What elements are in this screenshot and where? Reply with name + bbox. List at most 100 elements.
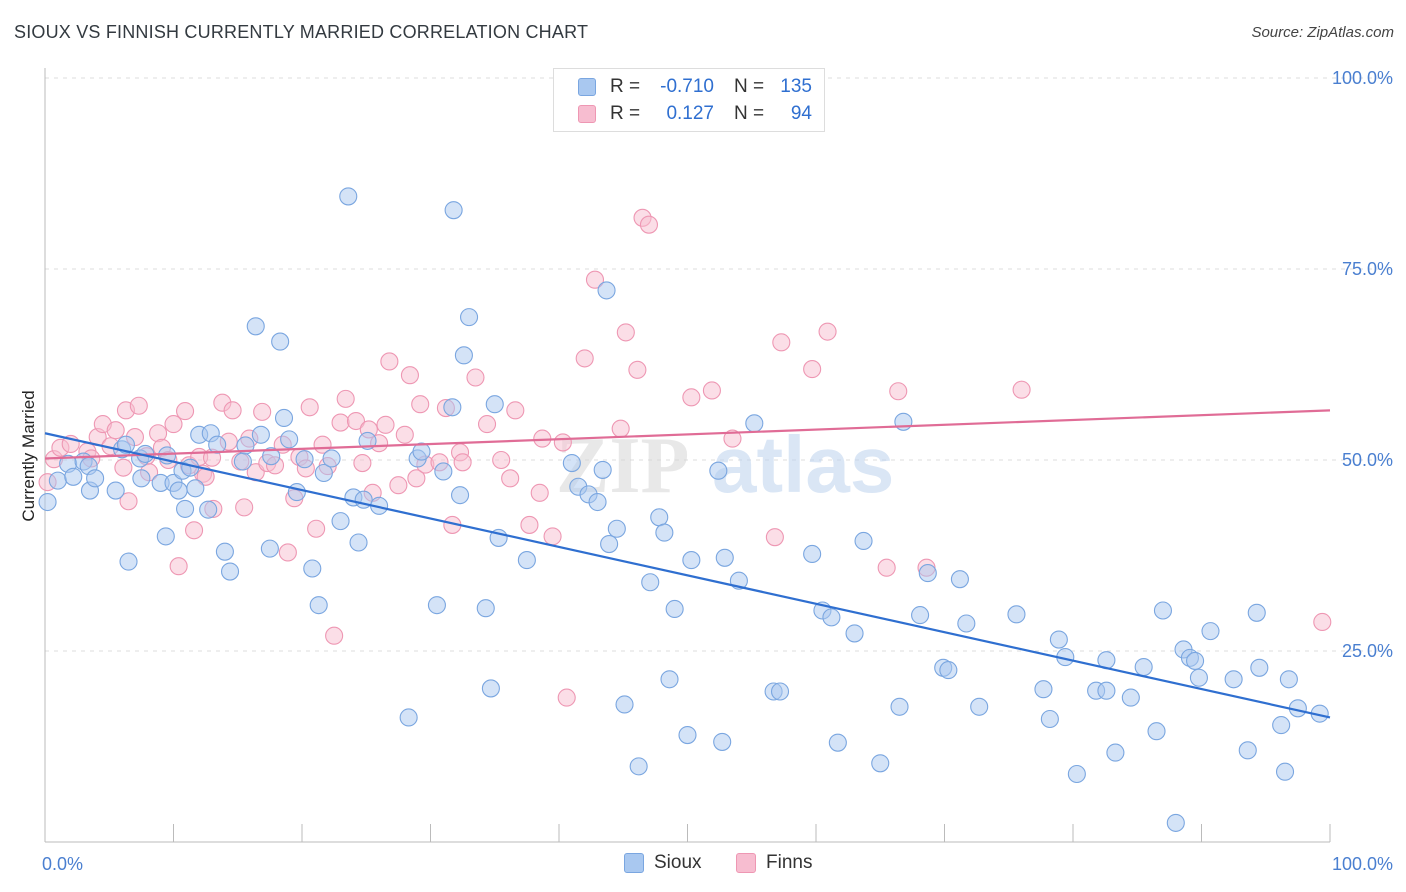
tick-labels: 25.0% 50.0% 75.0% 100.0% 0.0% 100.0% [42,68,1393,874]
finns-point [376,415,395,434]
sioux-point [845,624,864,643]
sioux-point [1224,670,1243,689]
sioux-point [349,533,368,552]
finns-swatch [578,105,596,123]
sioux-point [119,552,138,571]
sioux-point [314,463,333,483]
finns-point [466,368,485,387]
grid-lines [45,77,1392,652]
y-axis-label: Currently Married [19,390,38,521]
sioux-point [459,308,479,327]
finns-point [1313,612,1332,632]
finns-point [616,323,635,342]
sioux-point [399,708,418,727]
sioux-point [1106,743,1125,762]
finns-trend-line [44,409,1331,460]
sioux-point [1007,605,1026,624]
sioux-point [607,519,626,538]
sioux-point [303,559,322,578]
x-tick-label: 0.0% [42,854,83,874]
sioux-point [246,317,265,336]
finns-point [223,401,242,420]
n-value: 94 [790,103,812,124]
finns-point [176,402,195,421]
finns-point [185,521,204,540]
sioux-point [271,332,290,351]
finns-point [407,469,426,488]
y-tick-label: 75.0% [1342,259,1393,279]
sioux-point [682,551,701,570]
finns-point [765,528,784,547]
sioux-point [412,442,431,461]
sioux-point [485,395,504,414]
sioux-point [1238,741,1257,760]
legend-label-sioux: Sioux [654,852,702,873]
finns-point [492,450,511,470]
watermark-atlas: atlas [712,420,894,509]
sioux-point [597,281,616,300]
sioux-point [215,542,234,561]
finns-point [325,626,344,645]
sioux-point [1275,762,1295,781]
correlation-legend: R = -0.710 N = 135 R = 0.127 N = 94 [553,68,825,132]
sioux-trend-line [44,432,1331,719]
sioux-point [1153,601,1172,620]
x-tick-label: 100.0% [1332,854,1393,874]
sioux-point [655,523,674,542]
sioux-point [295,450,314,469]
legend-row-sioux: R = -0.710 N = 135 [578,74,812,100]
finns-point [253,402,272,421]
sioux-point [156,527,175,546]
finns-point [889,382,908,401]
sioux-point [713,732,732,751]
sioux-point [615,695,634,714]
series-legend: Sioux Finns [0,852,1406,876]
sioux-point [1201,622,1220,641]
sioux-point [1250,658,1269,677]
finns-point [575,349,594,368]
r-label: R = [610,76,641,97]
finns-point [278,543,297,562]
sioux-point [715,548,734,567]
sioux-point [443,398,462,417]
sioux-point [451,486,470,505]
finns-point [506,401,525,420]
y-tick-label: 50.0% [1342,450,1393,470]
sioux-point [208,435,227,454]
n-label: N = [734,103,765,124]
finns-point [119,492,138,511]
sioux-point [918,564,937,583]
sioux-point [562,454,581,473]
sioux-point [1247,603,1266,622]
legend-row-finns: R = 0.127 N = 94 [578,101,812,127]
finns-swatch [736,853,756,873]
sioux-point [444,201,463,220]
finns-point [818,322,837,341]
sioux-point [1189,668,1208,687]
sioux-point [186,479,205,498]
finns-point [129,396,148,415]
finns-point [300,398,319,417]
finns-point [395,425,414,444]
sioux-point [116,435,136,454]
sioux-point [86,469,105,488]
sioux-point [454,346,473,365]
sioux-point [629,757,648,776]
sioux-point [38,492,57,512]
finns-point [411,395,430,414]
chart-title: SIOUX VS FINNISH CURRENTLY MARRIED CORRE… [14,22,589,42]
sioux-point [1040,709,1059,729]
finns-point [453,453,472,472]
sioux-point [950,570,969,589]
sioux-point [233,452,252,471]
finns-point [336,389,355,408]
sioux-point [1147,722,1166,741]
sioux-point [828,733,847,752]
n-value: 135 [780,76,812,97]
sioux-point [331,512,350,531]
finns-point [639,215,659,234]
sioux-point [588,492,607,512]
finns-point [346,411,366,431]
r-value: -0.710 [660,76,714,97]
